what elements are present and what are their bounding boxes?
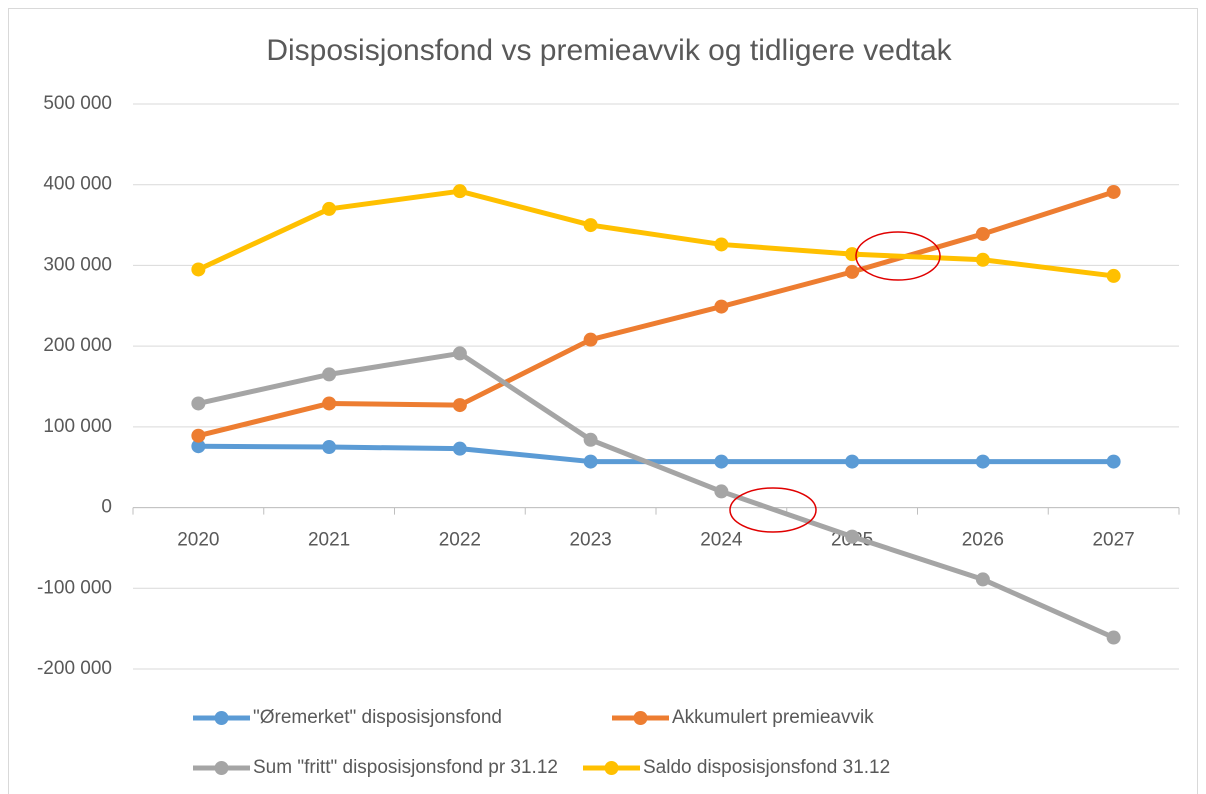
y-tick-label: 400 000 bbox=[43, 174, 112, 195]
y-tick-label: 500 000 bbox=[43, 93, 112, 114]
data-point bbox=[452, 184, 467, 199]
data-point bbox=[452, 398, 467, 413]
legend-swatch bbox=[604, 761, 619, 775]
y-tick-label: -200 000 bbox=[37, 658, 112, 679]
data-point bbox=[845, 529, 860, 544]
x-tick-label: 2021 bbox=[308, 530, 350, 551]
data-point bbox=[714, 299, 729, 314]
data-point bbox=[322, 396, 337, 411]
x-tick-label: 2026 bbox=[962, 530, 1004, 551]
x-tick-label: 2024 bbox=[700, 530, 743, 551]
data-point bbox=[845, 264, 860, 279]
y-tick-label: 300 000 bbox=[43, 254, 112, 275]
y-tick-label: 100 000 bbox=[43, 416, 112, 437]
x-tick-label: 2027 bbox=[1092, 530, 1134, 551]
legend-swatch bbox=[633, 711, 648, 725]
data-point bbox=[1106, 184, 1121, 199]
data-point bbox=[1106, 268, 1121, 283]
y-tick-label: 0 bbox=[101, 497, 112, 518]
data-point bbox=[583, 454, 598, 469]
series-line bbox=[197, 189, 1115, 439]
data-point bbox=[1106, 454, 1121, 469]
data-point bbox=[452, 346, 467, 361]
legend-swatch bbox=[214, 711, 229, 725]
plot-area: -200 000 -100 000 0 100 000 200 000 300 000 40… bbox=[37, 93, 1180, 778]
highlight-circle bbox=[729, 487, 817, 533]
data-point bbox=[583, 432, 598, 447]
data-point bbox=[714, 237, 729, 252]
series-line bbox=[197, 188, 1114, 279]
y-tick-label: -100 000 bbox=[37, 577, 112, 598]
data-point bbox=[975, 252, 990, 267]
highlight-circle bbox=[855, 231, 941, 281]
legend-swatch bbox=[214, 761, 229, 775]
legend-label: Saldo disposisjonsfond 31.12 bbox=[643, 757, 890, 778]
x-tick-label: 2022 bbox=[439, 530, 481, 551]
series-line bbox=[197, 350, 1115, 640]
data-point bbox=[845, 454, 860, 469]
data-point bbox=[975, 572, 990, 587]
x-tick-label: 2020 bbox=[177, 530, 219, 551]
series-line bbox=[198, 443, 1114, 465]
data-point bbox=[191, 428, 206, 443]
y-tick-label: 200 000 bbox=[43, 335, 112, 356]
chart-frame bbox=[8, 8, 1198, 794]
legend-label: Akkumulert premieavvik bbox=[672, 707, 874, 728]
data-point bbox=[1106, 630, 1121, 645]
data-point bbox=[322, 367, 337, 382]
chart-title: Disposisjonsfond vs premieavvik og tidli… bbox=[266, 34, 952, 67]
data-point bbox=[191, 439, 206, 454]
data-point bbox=[714, 454, 729, 469]
data-point bbox=[583, 218, 598, 233]
data-point bbox=[975, 226, 990, 241]
legend-label: "Øremerket" disposisjonsfond bbox=[253, 707, 502, 728]
data-point bbox=[191, 262, 206, 277]
data-point bbox=[583, 332, 598, 347]
data-point bbox=[452, 441, 467, 456]
data-point bbox=[714, 484, 729, 499]
x-tick-label: 2023 bbox=[569, 530, 611, 551]
legend-label: Sum "fritt" disposisjonsfond pr 31.12 bbox=[253, 757, 558, 778]
data-point bbox=[322, 201, 337, 216]
data-point bbox=[191, 396, 206, 411]
data-point bbox=[975, 454, 990, 469]
data-point bbox=[322, 440, 337, 455]
